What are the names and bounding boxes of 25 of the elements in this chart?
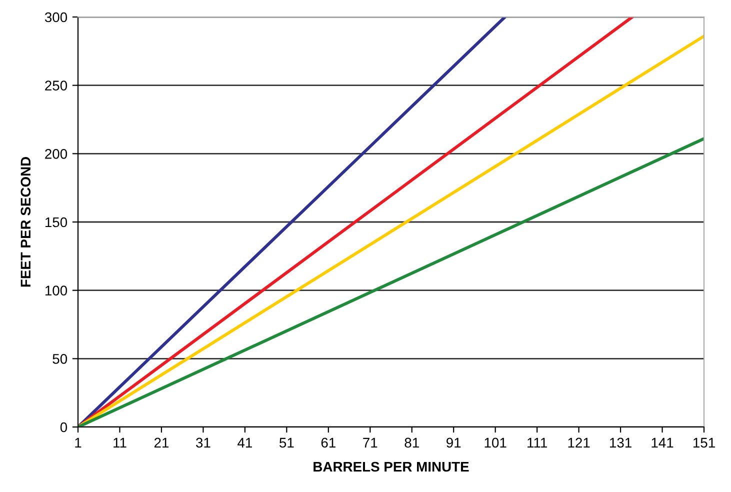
y-axis-title: FEET PER SECOND — [20, 156, 31, 287]
x-tick-label: 41 — [238, 438, 252, 448]
x-tick-label: 151 — [693, 438, 715, 448]
x-tick-label: 71 — [363, 438, 378, 448]
x-tick-label: 101 — [484, 438, 506, 448]
x-tick-label: 21 — [154, 438, 169, 448]
x-tick-label: 91 — [446, 438, 461, 448]
y-tick-label: 50 — [52, 354, 68, 364]
y-tick-label: 300 — [44, 12, 68, 22]
x-tick-label: 81 — [404, 438, 419, 448]
x-tick-label: 121 — [568, 438, 590, 448]
x-tick-label: 1 — [75, 438, 82, 448]
x-tick-label: 31 — [196, 438, 210, 448]
x-tick-label: 11 — [114, 438, 126, 448]
y-tick-label: 150 — [45, 217, 68, 228]
x-tick-label: 111 — [528, 438, 547, 448]
x-tick-label: 141 — [652, 438, 674, 448]
x-tick-label: 51 — [280, 438, 294, 448]
y-tick-label: 100 — [45, 286, 68, 296]
x-tick-label: 61 — [321, 438, 336, 448]
x-axis-title: BARRELS PER MINUTE — [314, 462, 469, 472]
y-tick-label: 200 — [45, 149, 68, 159]
x-tick-label: 131 — [610, 438, 632, 448]
y-tick-label: 250 — [45, 80, 68, 91]
y-tick-label: 0 — [60, 422, 68, 432]
